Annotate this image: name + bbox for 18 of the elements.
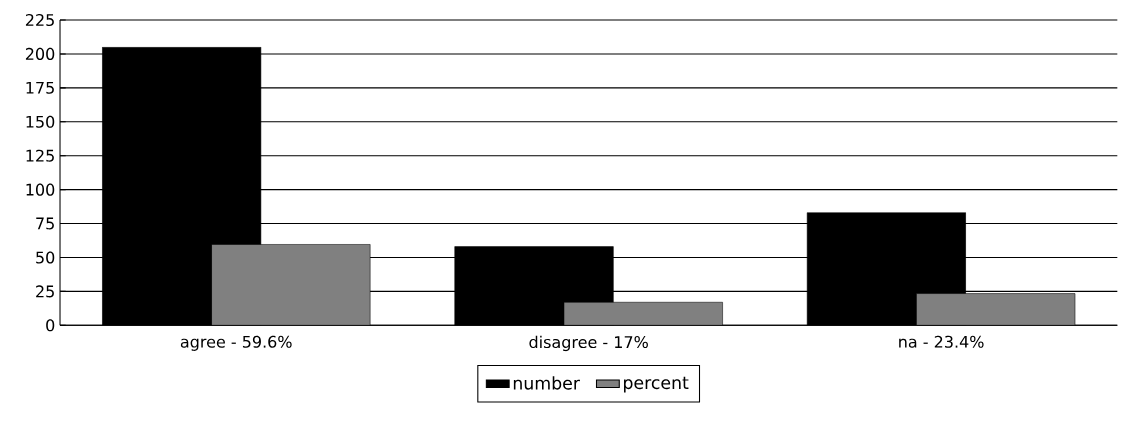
legend-label: number xyxy=(513,376,580,390)
x-tick-label: na - 23.4% xyxy=(899,335,984,348)
y-tick-label: 100 xyxy=(26,183,55,196)
x-tick-label: agree - 59.6% xyxy=(180,335,292,351)
y-tick-label: 25 xyxy=(36,285,54,298)
y-tick-label: 225 xyxy=(25,13,54,27)
y-tick-label: 50 xyxy=(36,251,55,264)
y-tick-label: 200 xyxy=(25,47,55,60)
bar xyxy=(563,301,723,326)
x-tick-label: disagree - 17% xyxy=(529,335,648,352)
y-tick-label: 150 xyxy=(26,115,55,128)
y-tick-label: 175 xyxy=(26,81,54,94)
bar xyxy=(211,244,371,326)
legend-label: percent xyxy=(624,376,689,393)
y-tick-label: 125 xyxy=(26,149,54,162)
y-tick-label: 75 xyxy=(36,217,54,230)
bar xyxy=(916,293,1076,326)
y-tick-label: 0 xyxy=(46,319,55,332)
